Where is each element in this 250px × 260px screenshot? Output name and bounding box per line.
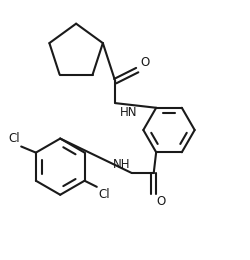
Text: O: O — [157, 195, 166, 208]
Text: O: O — [140, 56, 149, 69]
Text: Cl: Cl — [8, 132, 20, 145]
Text: NH: NH — [113, 158, 130, 171]
Text: HN: HN — [120, 106, 138, 119]
Text: Cl: Cl — [98, 188, 110, 201]
